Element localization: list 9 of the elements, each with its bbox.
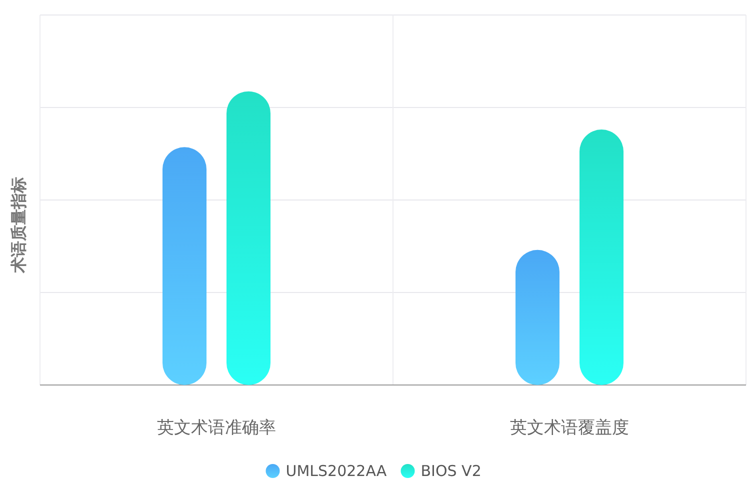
x-tick-label: 英文术语覆盖度 bbox=[510, 418, 629, 438]
bar bbox=[226, 91, 270, 385]
x-tick-label: 英文术语准确率 bbox=[157, 418, 276, 438]
y-axis-title: 术语质量指标 bbox=[9, 177, 28, 274]
legend-label: UMLS2022AA bbox=[286, 462, 388, 480]
bar bbox=[162, 147, 206, 385]
bar bbox=[580, 130, 624, 385]
bar bbox=[516, 250, 560, 385]
legend-label: BIOS V2 bbox=[420, 462, 482, 480]
